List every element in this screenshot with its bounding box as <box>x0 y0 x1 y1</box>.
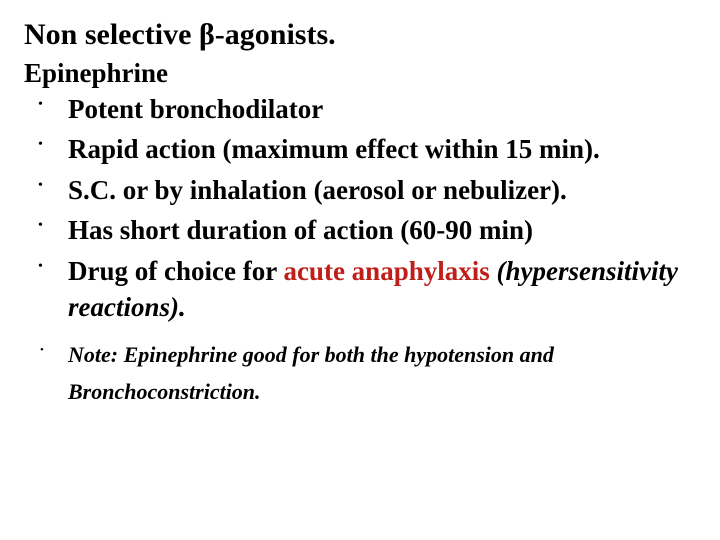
slide-title: Non selective β-agonists. <box>24 18 696 52</box>
bullet5-prefix: Drug of choice for <box>68 256 283 286</box>
list-item: Potent bronchodilator <box>24 91 696 127</box>
slide-subtitle: Epinephrine <box>24 58 696 89</box>
list-item: S.C. or by inhalation (aerosol or nebuli… <box>24 172 696 208</box>
main-bullet-list: Potent bronchodilator Rapid action (maxi… <box>24 91 696 326</box>
list-item: Drug of choice for acute anaphylaxis (hy… <box>24 253 696 326</box>
list-item: Has short duration of action (60-90 min) <box>24 212 696 248</box>
beta-symbol: β <box>199 18 215 51</box>
note-item: Note: Epinephrine good for both the hypo… <box>24 336 696 411</box>
list-item: Rapid action (maximum effect within 15 m… <box>24 131 696 167</box>
bullet5-red-text: acute anaphylaxis <box>283 256 489 286</box>
title-text-before: Non selective <box>24 18 199 51</box>
title-text-after: -agonists. <box>215 18 336 51</box>
note-bullet-list: Note: Epinephrine good for both the hypo… <box>24 336 696 411</box>
